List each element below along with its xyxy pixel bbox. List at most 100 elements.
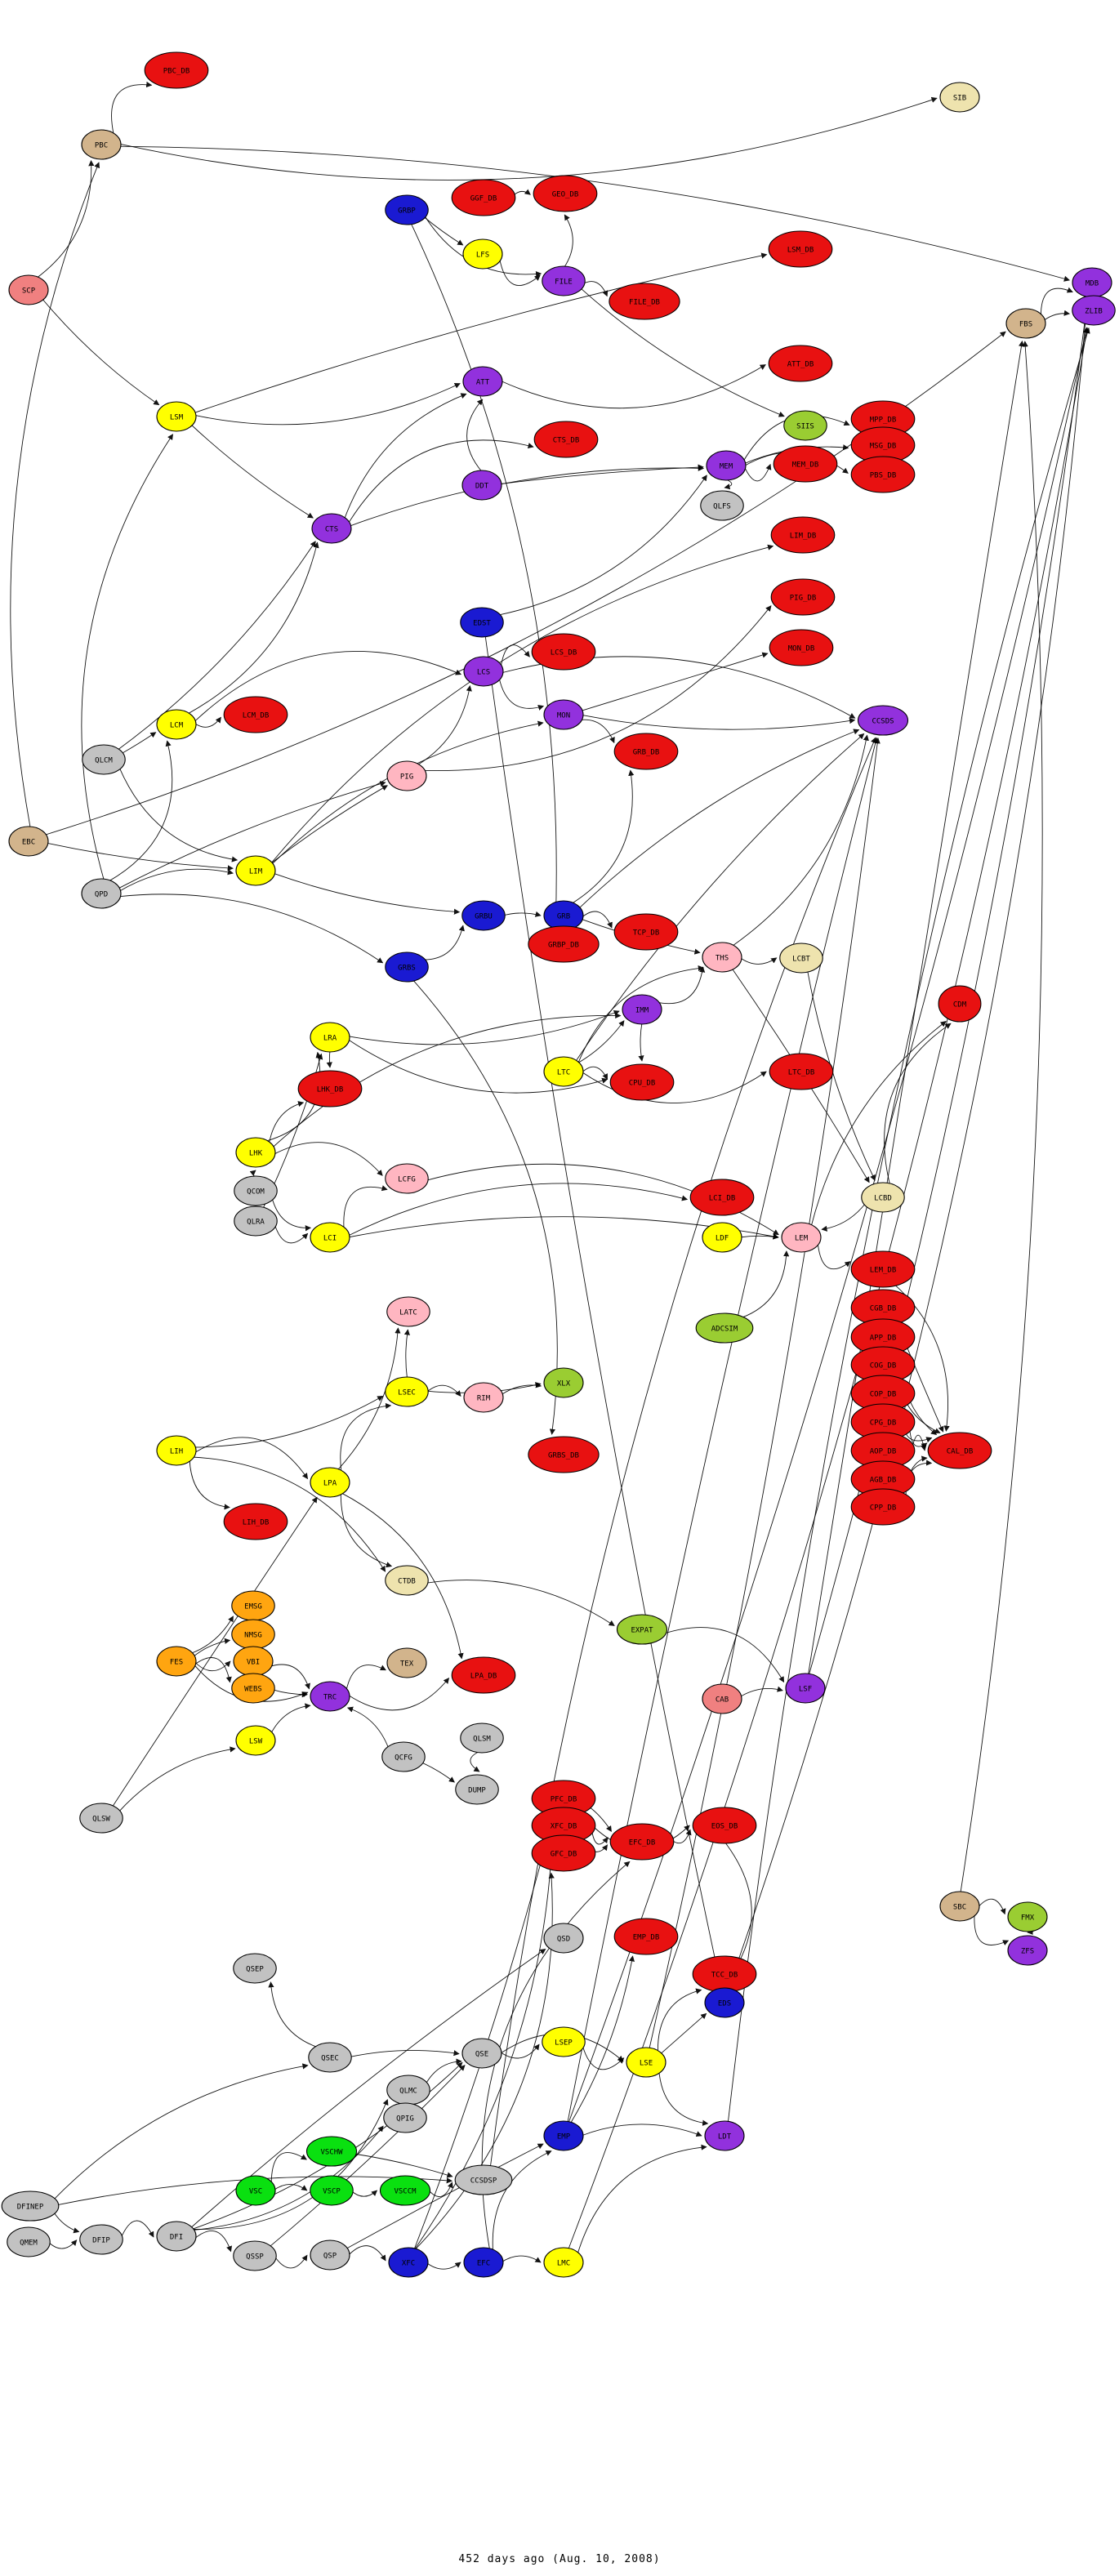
node-LMC: LMC — [543, 2247, 584, 2278]
edge-LEM-LEM_DB — [817, 1241, 851, 1270]
node-label: LMC — [557, 2260, 570, 2268]
edge-DFINEP-QSEC — [52, 2063, 309, 2201]
node-QPD: QPD — [81, 878, 122, 909]
edge-DFI-QSSP — [193, 2231, 232, 2253]
node-QCFG: QCFG — [381, 1741, 426, 1772]
node-ellipse — [7, 2226, 51, 2257]
node-LSM: LSM — [156, 401, 197, 432]
node-label: QSD — [557, 1936, 570, 1944]
node-label: ATT_DB — [787, 361, 814, 369]
node-VSCHW: VSCHW — [305, 2136, 358, 2167]
edge-MON-MON_DB — [580, 652, 769, 712]
node-label: MSG_DB — [870, 443, 897, 451]
node-ellipse — [385, 1163, 429, 1194]
node-label: LEM_DB — [870, 1267, 897, 1275]
node-CAB: CAB — [702, 1683, 742, 1714]
node-ellipse — [1005, 308, 1046, 339]
node-label: GRB — [557, 913, 570, 921]
node-label: DFINEP — [17, 2204, 44, 2212]
node-ellipse — [383, 2102, 427, 2133]
node-ellipse — [451, 1656, 516, 1694]
node-ellipse — [779, 943, 823, 974]
edge-SBC-FMX — [976, 1898, 1006, 1915]
node-TEX: TEX — [386, 1647, 427, 1678]
edge-PBC-MDB — [118, 145, 1070, 282]
edge-LPA-LATC — [337, 1327, 401, 1471]
node-label: APP_DB — [870, 1335, 897, 1343]
node-LIH: LIH — [156, 1435, 197, 1466]
node-QLRA: QLRA — [234, 1206, 278, 1237]
edge-FILE-GEO_DB — [564, 214, 573, 269]
node-LIM_DB: LIM_DB — [770, 516, 836, 554]
node-DFINEP: DFINEP — [1, 2190, 60, 2222]
node-label: LCM — [170, 722, 184, 730]
edge-DFI-QPIG — [192, 2125, 384, 2231]
node-TCP_DB: TCP_DB — [613, 913, 679, 951]
node-label: EDS — [718, 2000, 731, 2008]
node-ellipse — [385, 194, 429, 225]
edge-LHK-LCFG — [273, 1142, 383, 1176]
node-label: QSE — [475, 2051, 488, 2059]
node-label: PIG_DB — [790, 595, 817, 603]
node-label: LSM — [170, 414, 184, 422]
edge-LSE-LDT — [658, 2071, 709, 2126]
node-ellipse — [461, 900, 506, 931]
edge-QLCM-LIM — [118, 767, 239, 862]
node-ellipse — [310, 2175, 354, 2206]
node-label: VBI — [247, 1659, 260, 1667]
node-DUMP: DUMP — [455, 1774, 499, 1805]
node-label: LATC — [399, 1309, 417, 1317]
node-label: GEO_DB — [552, 191, 579, 199]
node-LATC: LATC — [386, 1296, 430, 1327]
node-EMP_DB: EMP_DB — [613, 1918, 679, 1955]
node-FBS: FBS — [1005, 308, 1046, 339]
node-VBI: VBI — [233, 1646, 274, 1677]
node-EFC: EFC — [463, 2247, 504, 2278]
node-label: VSCHW — [320, 2149, 343, 2157]
edge-MON-GRB_DB — [579, 719, 615, 744]
edge-QPD-LSM — [81, 434, 173, 881]
edge-SCP-PBC — [36, 159, 95, 279]
node-ZFS: ZFS — [1007, 1935, 1048, 1966]
node-PIG_DB: PIG_DB — [770, 578, 836, 616]
node-ellipse — [381, 1741, 426, 1772]
node-FILE: FILE — [542, 265, 586, 296]
node-ellipse — [8, 274, 49, 305]
node-label: GRBU — [475, 913, 493, 921]
node-CTDB: CTDB — [385, 1565, 429, 1596]
node-ellipse — [689, 1179, 755, 1216]
node-label: LCS_DB — [551, 649, 577, 657]
edge-SCP-LSM — [42, 298, 160, 406]
node-CAL_DB: CAL_DB — [927, 1432, 992, 1469]
node-label: QMEM — [20, 2240, 38, 2248]
node-GRB_DB: GRB_DB — [613, 733, 679, 770]
node-QLSM: QLSM — [460, 1723, 504, 1754]
edge-XFC-EFC — [426, 2262, 461, 2270]
node-ellipse — [156, 709, 197, 740]
node-ellipse — [613, 1918, 679, 1955]
node-DDT: DDT — [461, 470, 502, 501]
node-ellipse — [785, 1673, 826, 1704]
edge-LSW-TRC — [270, 1703, 311, 1734]
node-label: THS — [716, 955, 729, 963]
node-LSF: LSF — [785, 1673, 826, 1704]
edge-QLMC-QSE — [425, 2058, 462, 2085]
node-PBC: PBC — [81, 129, 122, 160]
node-ellipse — [463, 1382, 504, 1413]
node-ellipse — [543, 1923, 584, 1954]
edge-LTC-CPU_DB — [581, 1066, 609, 1081]
edge-FES-WEBS — [193, 1657, 232, 1683]
edge-QSEC-QSEP — [268, 1981, 318, 2048]
edge-MEM-MEM_DB — [743, 463, 772, 482]
edge-EFC-EMP — [492, 2150, 552, 2252]
node-ellipse — [702, 942, 742, 973]
node-ellipse — [454, 2164, 513, 2195]
edge-QSP-EMP — [345, 2143, 544, 2249]
edge-LSM-ATT — [194, 383, 461, 426]
node-label: QPD — [95, 891, 108, 899]
node-label: WEBS — [244, 1686, 262, 1694]
node-GRBP_DB: GRBP_DB — [528, 925, 600, 963]
edge-LSEC-LATC — [403, 1329, 410, 1379]
node-QLSW: QLSW — [79, 1803, 123, 1834]
node-ellipse — [609, 1063, 675, 1101]
